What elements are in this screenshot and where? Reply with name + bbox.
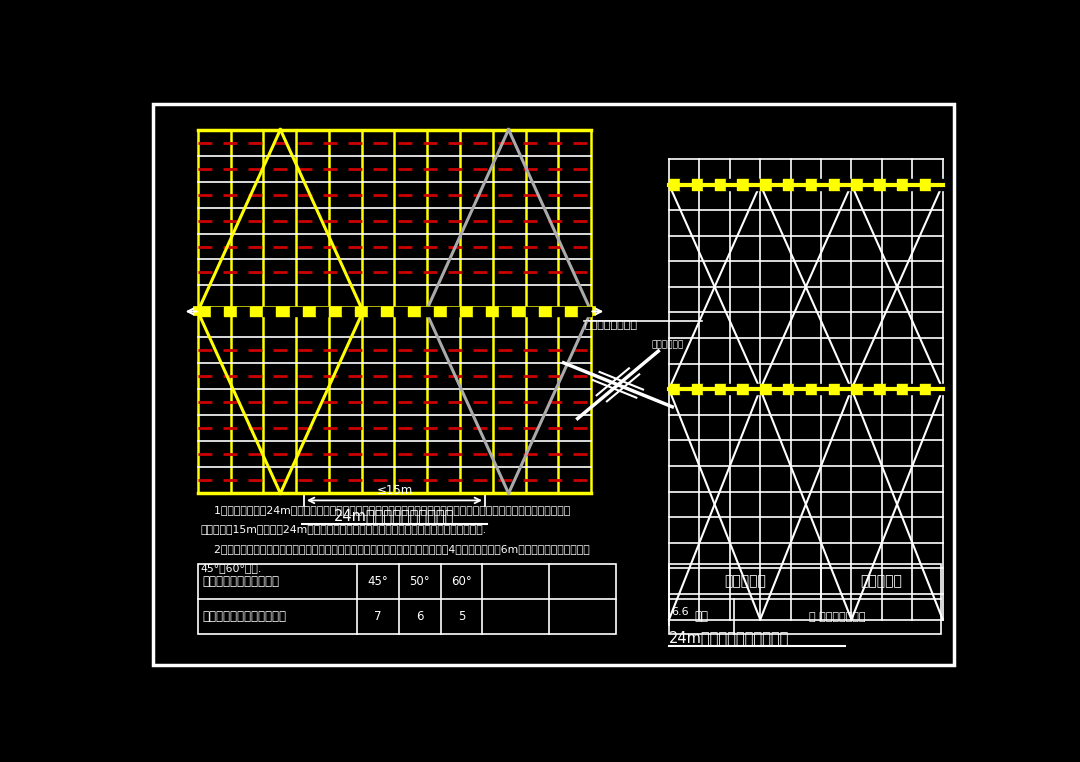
Text: 📱 土木工程严货集: 📱 土木工程严货集 [809,612,866,622]
Text: 1、脚手架高度在24m以下时，应在外侧立面的两端各设置一道剪刀撞，并应由底至顶连续设置，中间各道剪刀撞之间的: 1、脚手架高度在24m以下时，应在外侧立面的两端各设置一道剪刀撞，并应由底至顶连… [200,505,570,515]
Text: 5: 5 [458,610,465,623]
Text: 45°～60°之间.: 45°～60°之间. [200,563,261,573]
Text: 落地脚手架: 落地脚手架 [861,575,902,588]
Text: 2、每道剪刀撞跺扮立杆的根数应按表格中的规定确定，每道剪刀撞步距不得小于4桁，且不固小于6m，斜杆与地面倾斜角应在: 2、每道剪刀撞跺扮立杆的根数应按表格中的规定确定，每道剪刀撞步距不得小于4桁，且… [200,544,590,554]
Text: 剪刀撞跺天立杆的根数最少: 剪刀撞跺天立杆的根数最少 [203,610,287,623]
Text: 60°: 60° [451,575,472,588]
Text: 45°: 45° [367,575,388,588]
Bar [198,130,591,493]
Text: 剪刀撞搞接示意图: 剪刀撞搞接示意图 [584,320,637,330]
Bar [198,564,617,634]
Text: 净距不大于15m；高度在24m以上的脚手架应在外侧立面整个长度和高度连续设置双剪刀撞.: 净距不大于15m；高度在24m以上的脚手架应在外侧立面整个长度和高度连续设置双剪… [200,524,486,534]
Bar [669,564,941,634]
Text: ≤15m: ≤15m [376,484,413,497]
Text: 审核: 审核 [694,610,708,623]
Text: 剪刀撞设置: 剪刀撞设置 [725,575,766,588]
Text: 6.6: 6.6 [672,607,689,617]
Text: 6: 6 [416,610,423,623]
Text: 24m以上脚手架剪刀撞设置: 24m以上脚手架剪刀撞设置 [669,630,789,645]
Bar [669,159,943,620]
Text: 50°: 50° [409,575,430,588]
Text: 24m以下脚手架剪刀撞设置: 24m以下脚手架剪刀撞设置 [335,508,455,523]
Text: 同个以上标件: 同个以上标件 [651,341,684,350]
Text: 剪刀撞斜杆与地面的倾角: 剪刀撞斜杆与地面的倾角 [203,575,280,588]
Text: 7: 7 [374,610,381,623]
